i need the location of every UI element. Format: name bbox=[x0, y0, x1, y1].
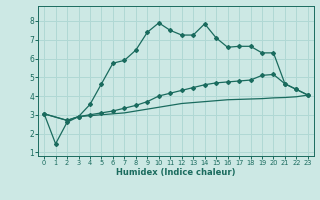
X-axis label: Humidex (Indice chaleur): Humidex (Indice chaleur) bbox=[116, 168, 236, 177]
